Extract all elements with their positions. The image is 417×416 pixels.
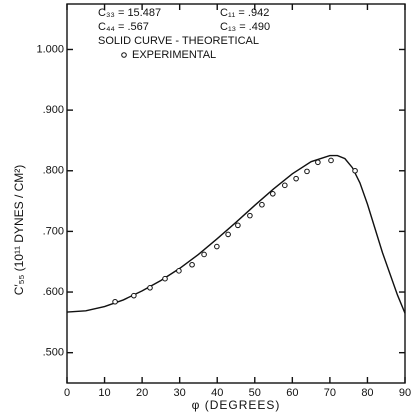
x-tick-label: 70 [324, 387, 336, 399]
x-tick-label: 80 [361, 387, 373, 399]
y-axis-label: C′₅₅ (10¹¹ DYNES / CM²) [12, 165, 26, 296]
y-tick-label: .900 [43, 104, 64, 116]
x-tick-label: 50 [249, 387, 261, 399]
y-tick-label: .700 [43, 225, 64, 237]
data-point [235, 222, 241, 229]
y-tick-label: .800 [43, 165, 64, 177]
data-point [282, 182, 288, 189]
plot-frame [66, 3, 406, 384]
annotation: C₁₃ = .490 [220, 21, 270, 33]
data-point [112, 298, 118, 305]
data-point [162, 275, 168, 282]
data-point [189, 261, 195, 268]
data-point [315, 159, 321, 166]
annotation: C₃₃ = 15.487 [98, 7, 161, 19]
legend-label: SOLID CURVE - THEORETICAL [98, 35, 259, 47]
annotation: C₁₁ = .942 [220, 7, 269, 19]
data-point [214, 243, 220, 250]
theoretical-curve [66, 154, 406, 314]
data-point [201, 251, 207, 258]
x-tick-label: 90 [399, 387, 411, 399]
annotation: C₄₄ = .567 [98, 21, 149, 33]
x-tick-label: 40 [211, 387, 223, 399]
x-tick-label: 30 [174, 387, 186, 399]
y-tick-label: .600 [43, 286, 64, 298]
data-point [131, 292, 137, 299]
data-point [176, 268, 182, 274]
x-axis-label: φ (DEGREES) [192, 398, 281, 412]
data-point [352, 167, 358, 174]
legend-marker [121, 52, 127, 58]
data-point [247, 212, 253, 219]
legend-label: EXPERIMENTAL [132, 49, 216, 61]
data-point [147, 284, 153, 291]
data-point [259, 201, 265, 208]
y-tick-label: .500 [43, 347, 64, 359]
y-tick-label: 1.000 [36, 43, 64, 55]
x-tick-label: 10 [98, 387, 110, 399]
data-point [293, 175, 299, 182]
data-point [225, 231, 231, 238]
data-point [270, 191, 276, 197]
x-tick-label: 0 [64, 387, 70, 399]
x-tick-label: 20 [136, 387, 148, 399]
data-point [304, 168, 310, 175]
data-point [328, 157, 334, 164]
x-tick-label: 60 [286, 387, 298, 399]
